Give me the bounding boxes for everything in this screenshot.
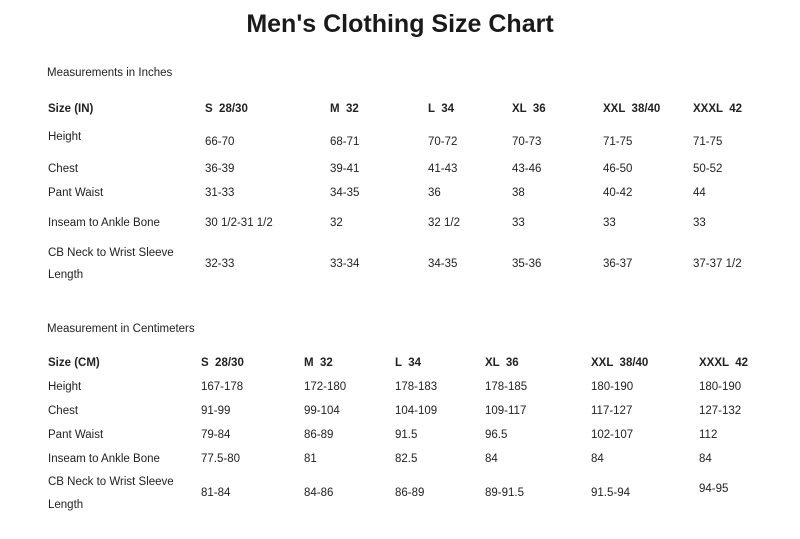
table-cell: 36-39 bbox=[205, 163, 235, 175]
table-cell: 104-109 bbox=[395, 405, 438, 417]
row-label-continued: Length bbox=[48, 269, 84, 281]
column-header: M 32 bbox=[330, 103, 359, 115]
table-cell: 39-41 bbox=[330, 163, 360, 175]
table-cell: 79-84 bbox=[201, 429, 231, 441]
table-cell: 84 bbox=[699, 453, 712, 465]
table-cell: 84 bbox=[485, 453, 498, 465]
column-header: XXXL 42 bbox=[693, 103, 743, 115]
table-cell: 34-35 bbox=[428, 258, 458, 270]
table-cell: 33 bbox=[512, 217, 525, 229]
table-cell: 36 bbox=[428, 187, 441, 199]
row-label-continued: Length bbox=[48, 499, 84, 511]
table-cell: 30 1/2-31 1/2 bbox=[205, 217, 273, 229]
table-cell: 109-117 bbox=[485, 405, 527, 417]
table-cell: 112 bbox=[699, 429, 718, 441]
table-cell: 178-185 bbox=[485, 381, 528, 393]
table-cell: 82.5 bbox=[395, 453, 418, 465]
table-cell: 32-33 bbox=[205, 258, 235, 270]
centimeters-section-title: Measurement in Centimeters bbox=[47, 323, 195, 335]
table-cell: 84-86 bbox=[304, 487, 334, 499]
table-cell: 44 bbox=[693, 187, 706, 199]
table-cell: 180-190 bbox=[699, 381, 742, 393]
column-header: XXL 38/40 bbox=[591, 357, 649, 369]
table-cell: 33 bbox=[603, 217, 616, 229]
column-header: XL 36 bbox=[485, 357, 519, 369]
table-cell: 86-89 bbox=[304, 429, 334, 441]
table-cell: 38 bbox=[512, 187, 525, 199]
column-header: S 28/30 bbox=[201, 357, 244, 369]
row-label: Inseam to Ankle Bone bbox=[48, 217, 160, 229]
table-cell: 31-33 bbox=[205, 187, 235, 199]
row-label: Pant Waist bbox=[48, 429, 104, 441]
table-cell: 96.5 bbox=[485, 429, 508, 441]
table-cell: 37-37 1/2 bbox=[693, 258, 742, 270]
column-header: M 32 bbox=[304, 357, 333, 369]
table-cell: 81-84 bbox=[201, 487, 231, 499]
table-cell: 99-104 bbox=[304, 405, 340, 417]
header-label: Size (IN) bbox=[48, 103, 94, 115]
table-cell: 178-183 bbox=[395, 381, 438, 393]
column-header: XL 36 bbox=[512, 103, 546, 115]
table-cell: 68-71 bbox=[330, 136, 360, 148]
table-cell: 91.5 bbox=[395, 429, 418, 441]
column-header: XXL 38/40 bbox=[603, 103, 661, 115]
row-label: Chest bbox=[48, 163, 79, 175]
table-cell: 172-180 bbox=[304, 381, 347, 393]
table-cell: 43-46 bbox=[512, 163, 542, 175]
table-cell: 66-70 bbox=[205, 136, 235, 148]
table-cell: 91.5-94 bbox=[591, 487, 631, 499]
table-cell: 35-36 bbox=[512, 258, 542, 270]
row-label: CB Neck to Wrist Sleeve bbox=[48, 476, 174, 488]
table-cell: 102-107 bbox=[591, 429, 634, 441]
header-label: Size (CM) bbox=[48, 357, 100, 369]
table-cell: 70-72 bbox=[428, 136, 458, 148]
table-cell: 117-127 bbox=[591, 405, 633, 417]
table-cell: 32 bbox=[330, 217, 343, 229]
row-label: Chest bbox=[48, 405, 79, 417]
table-cell: 81 bbox=[304, 453, 317, 465]
column-header: L 34 bbox=[428, 103, 454, 115]
table-cell: 167-178 bbox=[201, 381, 244, 393]
table-cell: 71-75 bbox=[603, 136, 633, 148]
table-cell: 32 1/2 bbox=[428, 217, 460, 229]
table-cell: 33 bbox=[693, 217, 706, 229]
table-cell: 127-132 bbox=[699, 405, 742, 417]
column-header: S 28/30 bbox=[205, 103, 248, 115]
column-header: XXXL 42 bbox=[699, 357, 749, 369]
table-cell: 84 bbox=[591, 453, 604, 465]
table-cell: 41-43 bbox=[428, 163, 458, 175]
table-cell: 71-75 bbox=[693, 136, 723, 148]
row-label: Height bbox=[48, 381, 82, 393]
row-label: Inseam to Ankle Bone bbox=[48, 453, 160, 465]
table-cell: 33-34 bbox=[330, 258, 360, 270]
table-cell: 50-52 bbox=[693, 163, 723, 175]
row-label: CB Neck to Wrist Sleeve bbox=[48, 247, 174, 259]
row-label: Pant Waist bbox=[48, 187, 104, 199]
page-title: Men's Clothing Size Chart bbox=[246, 10, 554, 38]
table-cell: 36-37 bbox=[603, 258, 633, 270]
table-cell: 89-91.5 bbox=[485, 487, 525, 499]
table-cell: 40-42 bbox=[603, 187, 633, 199]
inches-section-title: Measurements in Inches bbox=[47, 67, 173, 79]
table-cell: 77.5-80 bbox=[201, 453, 241, 465]
column-header: L 34 bbox=[395, 357, 421, 369]
table-cell: 34-35 bbox=[330, 187, 360, 199]
row-label: Height bbox=[48, 131, 82, 143]
table-cell: 86-89 bbox=[395, 487, 425, 499]
table-cell: 46-50 bbox=[603, 163, 633, 175]
table-cell: 180-190 bbox=[591, 381, 634, 393]
table-cell: 70-73 bbox=[512, 136, 542, 148]
table-cell: 94-95 bbox=[699, 483, 729, 495]
table-cell: 91-99 bbox=[201, 405, 231, 417]
